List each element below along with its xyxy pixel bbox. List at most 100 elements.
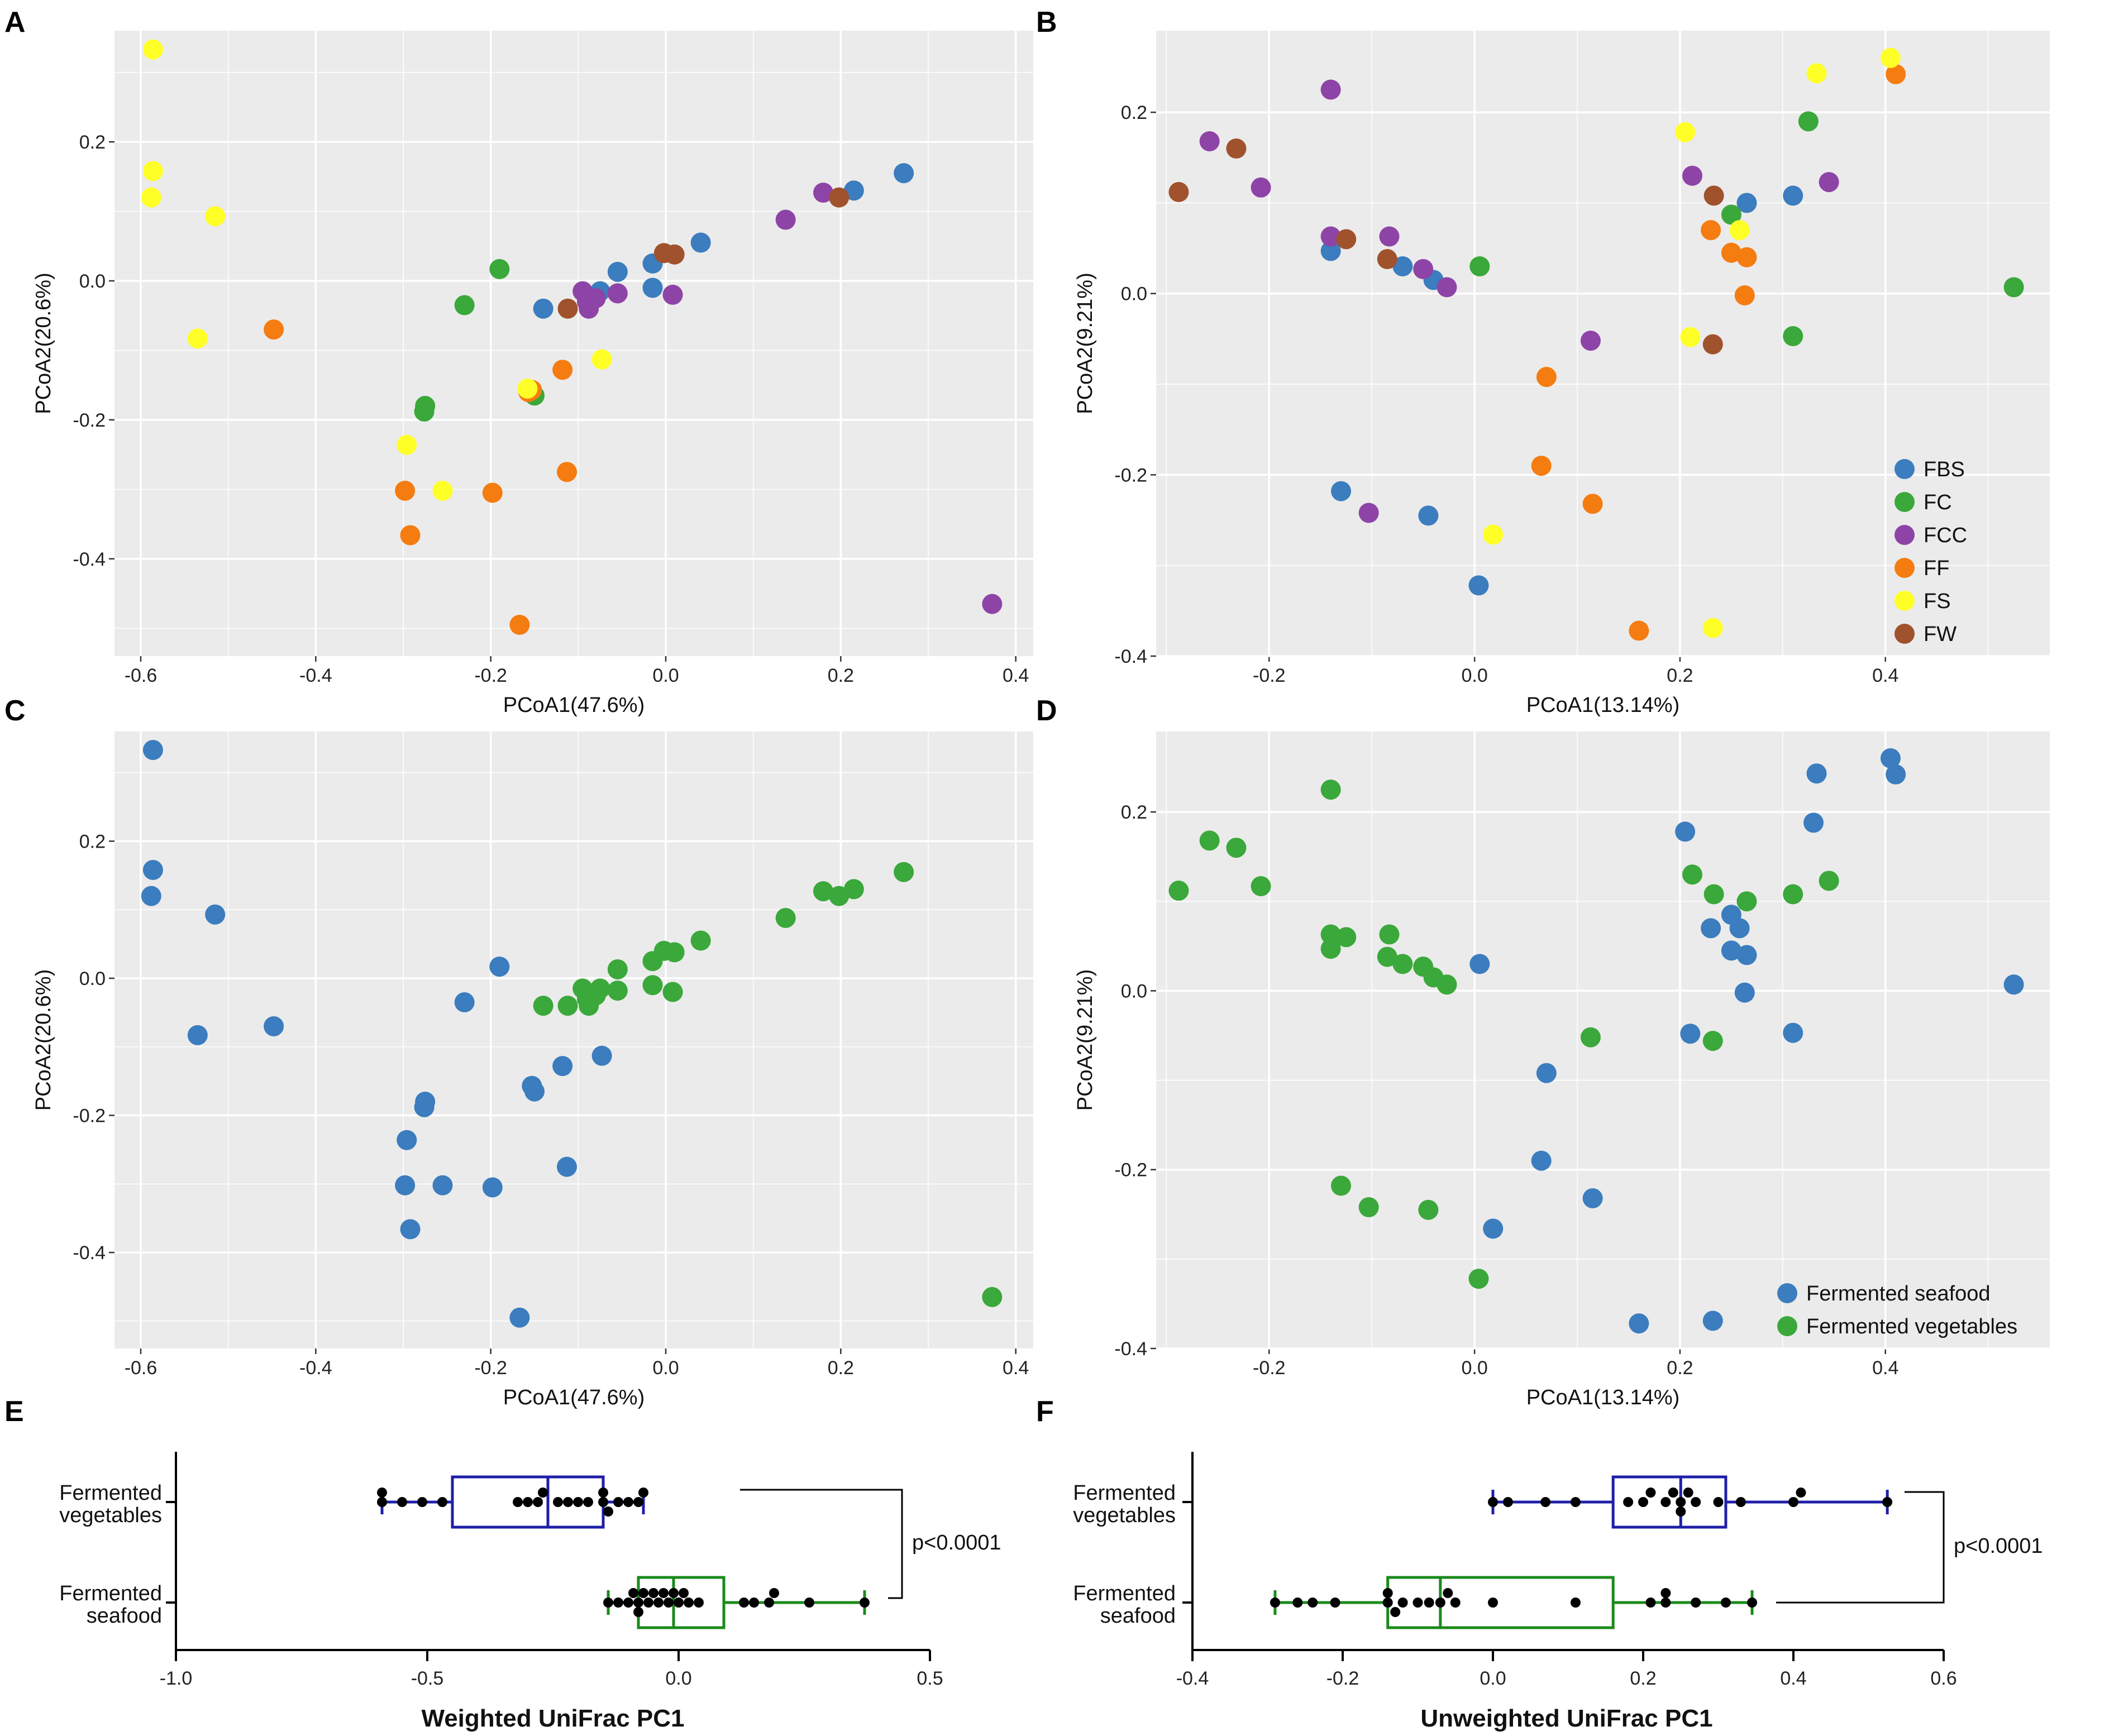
data-point (1880, 47, 1901, 68)
data-point (538, 1488, 548, 1498)
series-fw (557, 187, 850, 319)
data-point (1251, 876, 1271, 897)
x-tick-label: -0.2 (1253, 665, 1286, 686)
x-tick-label: -0.6 (125, 665, 158, 686)
data-point (264, 1016, 284, 1036)
data-point (1675, 122, 1696, 142)
series-ff (264, 319, 577, 635)
x-tick-label: 0.0 (652, 665, 679, 686)
data-point (552, 360, 573, 380)
y-tick-label: -0.2 (1114, 1160, 1147, 1181)
data-point (1629, 620, 1649, 641)
data-point (1720, 1598, 1731, 1608)
data-point (775, 209, 796, 230)
data-point (1736, 945, 1757, 965)
data-point (1382, 1588, 1393, 1598)
data-point (573, 1497, 583, 1507)
data-point (395, 1175, 416, 1195)
panel-label-c: C (4, 695, 26, 727)
data-point (1199, 131, 1220, 152)
data-point (205, 904, 226, 925)
data-point (813, 182, 833, 203)
plot-background (114, 31, 1033, 656)
series-ff (1531, 64, 1906, 641)
data-point (894, 163, 914, 184)
data-point (1675, 821, 1696, 842)
x-tick-label: 0.0 (1480, 1668, 1506, 1689)
data-point (454, 295, 475, 315)
data-point (662, 284, 683, 305)
box-vegetables (377, 1475, 648, 1529)
data-point (1570, 1598, 1581, 1608)
data-point (1168, 881, 1189, 901)
data-point (669, 1588, 679, 1598)
data-point (1320, 226, 1341, 247)
x-tick-label: -0.4 (1176, 1668, 1209, 1689)
data-point (1702, 1311, 1723, 1331)
x-axis-title: Unweighted UniFrac PC1 (1420, 1705, 1712, 1732)
category-label: seafood (87, 1604, 162, 1628)
data-point (1660, 1497, 1671, 1507)
x-tick-label: -1.0 (160, 1668, 193, 1689)
data-point (1783, 1022, 1803, 1043)
data-point (804, 1598, 814, 1608)
data-point (598, 1488, 608, 1498)
y-axis-title: PCoA2(9.21%) (1073, 969, 1097, 1111)
data-point (1199, 830, 1220, 851)
data-point (1418, 1199, 1439, 1220)
data-point (1682, 864, 1702, 885)
x-axis-title: PCoA1(47.6%) (503, 694, 645, 717)
data-point (1468, 575, 1489, 596)
data-point (1703, 185, 1724, 206)
x-axis-title: PCoA1(47.6%) (503, 1386, 645, 1409)
data-point (437, 1497, 447, 1507)
data-point (187, 1025, 208, 1045)
data-point (1392, 256, 1413, 277)
panel-b: -0.2 0.0 0.2 0.4 -0.4 -0.2 0.0 0.2 PCoA1(13.14%)… (1036, 6, 2050, 717)
data-point (1702, 334, 1723, 355)
legend-marker (1777, 1283, 1797, 1303)
data-point (1336, 927, 1357, 948)
data-point (607, 959, 628, 980)
data-point (1803, 812, 1824, 833)
data-point (623, 1598, 633, 1608)
data-point (662, 982, 683, 1002)
data-point (187, 328, 208, 349)
panel-c: -0.6 -0.4 -0.2 0.0 0.2 0.4 -0.4 -0.2 0.0 0.2 PCoA1… (4, 695, 1033, 1409)
legend-marker (1895, 492, 1915, 512)
x-tick-label: -0.2 (1253, 1357, 1286, 1379)
data-point (1788, 1497, 1798, 1507)
panel-label-a: A (4, 6, 26, 39)
data-point (1680, 1024, 1701, 1044)
data-point (1424, 1598, 1434, 1608)
data-point (1886, 64, 1906, 84)
data-point (1226, 838, 1247, 858)
data-point (489, 259, 510, 279)
y-tick-label: 0.2 (1121, 802, 1147, 823)
data-point (1819, 871, 1839, 891)
data-point (1168, 181, 1189, 202)
series-fcc (1199, 79, 1839, 523)
data-point (690, 232, 711, 253)
data-point (1536, 367, 1557, 388)
x-tick-label: 0.6 (1930, 1668, 1956, 1689)
data-point (377, 1488, 387, 1498)
legend-marker (1895, 624, 1915, 644)
plot-background (114, 731, 1033, 1348)
x-tick-label: -0.5 (411, 1668, 444, 1689)
data-point (1502, 1497, 1513, 1507)
y-axis-title: PCoA2(20.6%) (32, 969, 55, 1111)
series-fermented-seafood (1469, 748, 2024, 1334)
data-point (557, 298, 578, 319)
data-point (694, 1598, 704, 1608)
legend-label: Fermented vegetables (1806, 1315, 2017, 1338)
data-point (982, 1287, 1003, 1307)
legend-label: Fermented seafood (1806, 1282, 1991, 1305)
data-point (141, 187, 161, 208)
data-point (1721, 940, 1741, 961)
legend-marker (1895, 558, 1915, 578)
data-point (400, 525, 421, 546)
data-point (1397, 1598, 1408, 1608)
data-point (563, 1497, 573, 1507)
data-point (1691, 1598, 1701, 1608)
